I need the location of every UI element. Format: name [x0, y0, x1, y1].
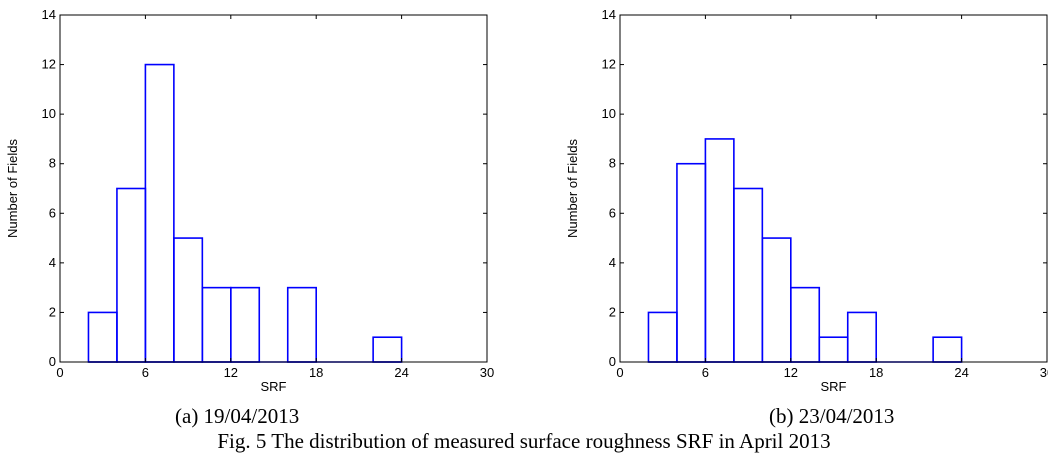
x-axis-label: SRF — [821, 379, 847, 394]
histogram-bar — [116, 187, 147, 363]
histogram-bar — [201, 286, 232, 363]
y-tick-label: 12 — [42, 57, 56, 72]
figure-caption: Fig. 5 The distribution of measured surf… — [217, 429, 831, 453]
y-tick-label: 10 — [602, 106, 616, 121]
x-tick-label: 6 — [142, 365, 149, 380]
axes-box — [619, 14, 1048, 363]
y-axis-label: Number of Fields — [5, 139, 20, 238]
y-tick-label: 8 — [609, 156, 616, 171]
histogram-bar — [761, 237, 792, 363]
histogram-bar — [733, 187, 764, 363]
y-tick-label: 10 — [42, 106, 56, 121]
y-tick-label: 14 — [42, 7, 56, 22]
y-tick-label: 2 — [609, 304, 616, 319]
histogram-bar — [372, 336, 403, 363]
histogram-bar — [846, 311, 878, 363]
y-tick-label: 6 — [609, 205, 616, 220]
y-axis-label: Number of Fields — [565, 139, 580, 238]
x-tick-label: 0 — [616, 365, 623, 380]
histogram-bar — [173, 237, 204, 363]
y-tick-label: 4 — [49, 255, 56, 270]
x-tick-label: 12 — [224, 365, 238, 380]
histogram-bar — [818, 336, 849, 363]
histogram-bar — [286, 286, 318, 363]
y-tick-label: 6 — [49, 205, 56, 220]
y-tick-label: 8 — [49, 156, 56, 171]
subplot-a-caption: (a) 19/04/2013 — [175, 404, 300, 428]
histogram-bar — [676, 162, 707, 363]
histogram-bar — [932, 336, 963, 363]
y-tick-label: 0 — [49, 354, 56, 369]
y-tick-label: 4 — [609, 255, 616, 270]
y-tick-label: 12 — [602, 57, 616, 72]
x-tick-label: 30 — [480, 365, 494, 380]
histogram-bar — [647, 311, 678, 363]
x-tick-label: 18 — [309, 365, 323, 380]
x-tick-label: 0 — [56, 365, 63, 380]
y-tick-label: 14 — [602, 7, 616, 22]
histogram-bar — [704, 138, 735, 363]
x-tick-label: 24 — [394, 365, 408, 380]
subplot-b-caption: (b) 23/04/2013 — [769, 404, 895, 428]
x-tick-label: 18 — [869, 365, 883, 380]
histogram-bar — [87, 311, 118, 363]
x-tick-label: 12 — [784, 365, 798, 380]
histogram-bar — [230, 286, 261, 363]
x-tick-label: 24 — [954, 365, 968, 380]
y-tick-label: 2 — [49, 304, 56, 319]
histogram-bar — [789, 286, 821, 363]
histogram-bar — [144, 63, 175, 363]
y-tick-label: 0 — [609, 354, 616, 369]
axes-box — [59, 14, 488, 363]
x-tick-label: 6 — [702, 365, 709, 380]
x-axis-label: SRF — [261, 379, 287, 394]
x-tick-label: 30 — [1040, 365, 1048, 380]
